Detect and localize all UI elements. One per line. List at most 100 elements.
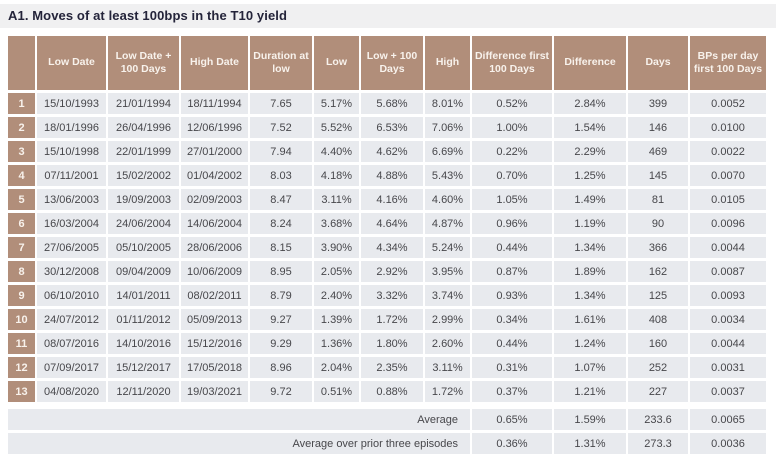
table-row: 10 24/07/2012 01/11/2012 05/09/2013 9.27 1.39… [8, 309, 766, 330]
table-cell: 4.40% [314, 141, 359, 162]
table-cell: 05/09/2013 [181, 309, 248, 330]
row-number: 12 [8, 357, 35, 378]
table-cell: 399 [628, 93, 688, 114]
table-cell: 4.18% [314, 165, 359, 186]
table-header: Low Date Low Date + 100 Days High Date D… [8, 36, 766, 90]
table-cell: 4.62% [361, 141, 423, 162]
table-cell: 0.0065 [690, 409, 766, 430]
table-cell: 1.59% [554, 409, 626, 430]
row-number: 11 [8, 333, 35, 354]
table-cell: 18/11/1994 [181, 93, 248, 114]
table-cell: 27/06/2005 [37, 237, 106, 258]
table-cell: 0.0031 [690, 357, 766, 378]
table-cell: 4.16% [361, 189, 423, 210]
table-cell: 233.6 [628, 409, 688, 430]
table-cell: 6.69% [425, 141, 470, 162]
table-cell: 0.96% [472, 213, 552, 234]
table-cell: 15/12/2017 [108, 357, 179, 378]
table-cell: 0.0044 [690, 333, 766, 354]
table-cell: 08/02/2011 [181, 285, 248, 306]
table-cell: 5.52% [314, 117, 359, 138]
table-cell: 3.11% [425, 357, 470, 378]
table-cell: 125 [628, 285, 688, 306]
table-cell: 0.0096 [690, 213, 766, 234]
table-cell: 14/10/2016 [108, 333, 179, 354]
table-cell: 1.61% [554, 309, 626, 330]
row-number: 10 [8, 309, 35, 330]
table-cell: 1.72% [361, 309, 423, 330]
table-cell: 1.80% [361, 333, 423, 354]
table-cell: 2.99% [425, 309, 470, 330]
table-cell: 17/05/2018 [181, 357, 248, 378]
table-cell: 1.24% [554, 333, 626, 354]
column-header-difference: Difference [554, 36, 626, 90]
table-cell: 81 [628, 189, 688, 210]
column-header-high-date: High Date [181, 36, 248, 90]
table-cell: 14/01/2011 [108, 285, 179, 306]
table-cell: 0.88% [361, 381, 423, 402]
table-cell: 0.65% [472, 409, 552, 430]
table-cell: 160 [628, 333, 688, 354]
table-row: 13 04/08/2020 12/11/2020 19/03/2021 9.72 0.51… [8, 381, 766, 402]
table-cell: 408 [628, 309, 688, 330]
footer-spacer [8, 405, 766, 406]
table-cell: 2.29% [554, 141, 626, 162]
table-cell: 2.05% [314, 261, 359, 282]
table-cell: 19/03/2021 [181, 381, 248, 402]
row-number: 9 [8, 285, 35, 306]
table-cell: 9.72 [250, 381, 312, 402]
column-header-days: Days [628, 36, 688, 90]
table-cell: 8.47 [250, 189, 312, 210]
table-cell: 0.0093 [690, 285, 766, 306]
table-cell: 05/10/2005 [108, 237, 179, 258]
table-cell: 7.06% [425, 117, 470, 138]
table-cell: 1.07% [554, 357, 626, 378]
row-number: 2 [8, 117, 35, 138]
table-cell: 0.0100 [690, 117, 766, 138]
table-row: 12 07/09/2017 15/12/2017 17/05/2018 8.96 2.04… [8, 357, 766, 378]
table-cell: 4.60% [425, 189, 470, 210]
table-cell: 12/06/1996 [181, 117, 248, 138]
table-cell: 7.52 [250, 117, 312, 138]
table-cell: 07/09/2017 [37, 357, 106, 378]
table-cell: 15/10/1998 [37, 141, 106, 162]
table-cell: 1.21% [554, 381, 626, 402]
table-cell: 0.70% [472, 165, 552, 186]
average-prior-three-row: Average over prior three episodes 0.36% … [8, 433, 766, 454]
table-cell: 5.68% [361, 93, 423, 114]
table-cell: 0.0070 [690, 165, 766, 186]
table-cell: 1.19% [554, 213, 626, 234]
table-body: 1 15/10/1993 21/01/1994 18/11/1994 7.65 5.17%… [8, 93, 766, 402]
table-cell: 8.03 [250, 165, 312, 186]
table-cell: 0.44% [472, 237, 552, 258]
table-cell: 0.0052 [690, 93, 766, 114]
table-cell: 0.22% [472, 141, 552, 162]
table-cell: 9.29 [250, 333, 312, 354]
table-cell: 19/09/2003 [108, 189, 179, 210]
table-cell: 0.51% [314, 381, 359, 402]
table-cell: 08/07/2016 [37, 333, 106, 354]
table-cell: 0.0105 [690, 189, 766, 210]
table-cell: 5.17% [314, 93, 359, 114]
table-footer: Average 0.65% 1.59% 233.6 0.0065 Average… [8, 405, 766, 454]
table-cell: 3.32% [361, 285, 423, 306]
row-number: 8 [8, 261, 35, 282]
table-cell: 16/03/2004 [37, 213, 106, 234]
table-cell: 162 [628, 261, 688, 282]
table-row: 11 08/07/2016 14/10/2016 15/12/2016 9.29 1.36… [8, 333, 766, 354]
table-cell: 2.92% [361, 261, 423, 282]
table-cell: 0.52% [472, 93, 552, 114]
table-cell: 469 [628, 141, 688, 162]
column-header-bps-per-day: BPs per day first 100 Days [690, 36, 766, 90]
table-cell: 0.36% [472, 433, 552, 454]
table-cell: 0.34% [472, 309, 552, 330]
column-header-low-date-100: Low Date + 100 Days [108, 36, 179, 90]
table-cell: 01/04/2002 [181, 165, 248, 186]
table-cell: 02/09/2003 [181, 189, 248, 210]
table-cell: 227 [628, 381, 688, 402]
table-cell: 8.96 [250, 357, 312, 378]
table-cell: 9.27 [250, 309, 312, 330]
table-cell: 07/11/2001 [37, 165, 106, 186]
table-cell: 0.44% [472, 333, 552, 354]
table-cell: 4.64% [361, 213, 423, 234]
